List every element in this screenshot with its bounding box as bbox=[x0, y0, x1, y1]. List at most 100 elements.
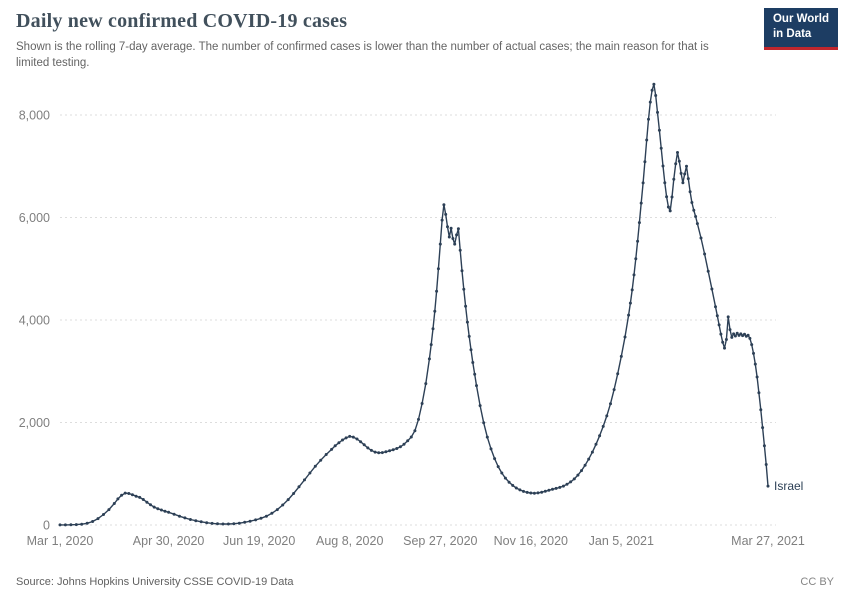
data-point[interactable] bbox=[458, 248, 462, 252]
data-point[interactable] bbox=[330, 447, 334, 451]
data-point[interactable] bbox=[456, 227, 460, 231]
data-point[interactable] bbox=[732, 332, 736, 336]
data-point[interactable] bbox=[757, 391, 761, 395]
data-point[interactable] bbox=[406, 439, 410, 443]
data-point[interactable] bbox=[628, 301, 632, 305]
data-point[interactable] bbox=[540, 490, 544, 494]
data-point[interactable] bbox=[723, 346, 726, 350]
data-point[interactable] bbox=[522, 489, 525, 493]
data-point[interactable] bbox=[324, 453, 328, 456]
data-point[interactable] bbox=[130, 493, 134, 497]
data-point[interactable] bbox=[685, 164, 688, 168]
data-point[interactable] bbox=[127, 492, 131, 495]
data-point[interactable] bbox=[462, 287, 466, 291]
data-point[interactable] bbox=[590, 450, 594, 454]
data-point[interactable] bbox=[178, 514, 181, 518]
data-point[interactable] bbox=[337, 441, 341, 445]
data-point[interactable] bbox=[482, 421, 486, 425]
data-point[interactable] bbox=[319, 458, 323, 462]
data-point[interactable] bbox=[74, 523, 78, 527]
data-point[interactable] bbox=[447, 235, 451, 239]
data-point[interactable] bbox=[690, 201, 694, 204]
data-point[interactable] bbox=[518, 488, 522, 492]
data-point[interactable] bbox=[156, 507, 160, 511]
data-point[interactable] bbox=[710, 287, 714, 291]
data-point[interactable] bbox=[543, 489, 547, 493]
data-point[interactable] bbox=[123, 491, 127, 495]
data-point[interactable] bbox=[630, 288, 634, 292]
data-point[interactable] bbox=[714, 305, 717, 309]
data-point[interactable] bbox=[688, 190, 692, 194]
data-point[interactable] bbox=[152, 505, 156, 509]
data-point[interactable] bbox=[623, 335, 627, 339]
data-point[interactable] bbox=[442, 203, 446, 207]
data-point[interactable] bbox=[226, 522, 230, 526]
data-point[interactable] bbox=[232, 522, 236, 526]
data-point[interactable] bbox=[668, 209, 672, 213]
data-point[interactable] bbox=[172, 512, 176, 516]
data-point[interactable] bbox=[561, 484, 565, 488]
data-point[interactable] bbox=[409, 435, 413, 439]
data-point[interactable] bbox=[292, 492, 296, 495]
data-point[interactable] bbox=[507, 480, 511, 484]
data-point[interactable] bbox=[755, 375, 759, 379]
data-point[interactable] bbox=[762, 444, 766, 448]
data-point[interactable] bbox=[473, 372, 477, 376]
data-point[interactable] bbox=[188, 518, 192, 521]
data-point[interactable] bbox=[58, 523, 62, 527]
data-point[interactable] bbox=[636, 239, 640, 243]
data-point[interactable] bbox=[380, 451, 384, 455]
plot-area[interactable]: 0 2,000 4,000 6,000 8,000 Mar 1, 2020 Apr 30, … bbox=[0, 80, 850, 560]
data-point[interactable] bbox=[706, 269, 710, 273]
data-point[interactable] bbox=[627, 313, 631, 317]
data-point[interactable] bbox=[605, 414, 609, 418]
data-point[interactable] bbox=[514, 486, 518, 490]
data-point[interactable] bbox=[264, 514, 268, 518]
data-point[interactable] bbox=[467, 334, 471, 338]
data-point[interactable] bbox=[766, 484, 770, 488]
data-point[interactable] bbox=[286, 498, 290, 502]
data-point[interactable] bbox=[391, 448, 395, 452]
data-point[interactable] bbox=[471, 361, 475, 364]
data-point[interactable] bbox=[96, 517, 100, 521]
data-point[interactable] bbox=[453, 242, 457, 246]
data-point[interactable] bbox=[159, 508, 163, 512]
data-point[interactable] bbox=[641, 181, 645, 185]
data-point[interactable] bbox=[308, 471, 312, 475]
data-point[interactable] bbox=[69, 523, 73, 527]
data-point[interactable] bbox=[500, 471, 504, 475]
data-point[interactable] bbox=[194, 519, 198, 523]
data-point[interactable] bbox=[449, 226, 453, 230]
data-point[interactable] bbox=[703, 252, 707, 256]
data-point[interactable] bbox=[120, 493, 124, 497]
data-point[interactable] bbox=[446, 225, 449, 229]
data-point[interactable] bbox=[134, 494, 138, 498]
data-point[interactable] bbox=[639, 201, 643, 205]
data-point[interactable] bbox=[366, 446, 370, 450]
data-point[interactable] bbox=[759, 408, 763, 412]
data-point[interactable] bbox=[764, 463, 768, 466]
data-point[interactable] bbox=[648, 100, 652, 104]
data-point[interactable] bbox=[594, 442, 598, 446]
data-point[interactable] bbox=[733, 334, 737, 338]
data-point[interactable] bbox=[377, 451, 381, 455]
data-point[interactable] bbox=[63, 523, 67, 527]
data-point[interactable] bbox=[395, 447, 399, 450]
data-point[interactable] bbox=[359, 440, 363, 444]
data-point[interactable] bbox=[210, 521, 214, 525]
data-point[interactable] bbox=[699, 236, 703, 240]
data-point[interactable] bbox=[167, 510, 171, 514]
data-point[interactable] bbox=[237, 521, 241, 525]
data-point[interactable] bbox=[107, 508, 111, 512]
data-point[interactable] bbox=[402, 442, 406, 446]
data-point[interactable] bbox=[616, 372, 620, 376]
series-israel[interactable]: Israel bbox=[58, 82, 804, 527]
data-point[interactable] bbox=[681, 181, 685, 185]
data-point[interactable] bbox=[216, 522, 219, 526]
data-point[interactable] bbox=[259, 516, 263, 520]
data-point[interactable] bbox=[303, 478, 306, 482]
data-point[interactable] bbox=[275, 508, 279, 512]
data-point[interactable] bbox=[297, 485, 301, 489]
data-point[interactable] bbox=[199, 520, 203, 524]
data-point[interactable] bbox=[645, 138, 649, 142]
